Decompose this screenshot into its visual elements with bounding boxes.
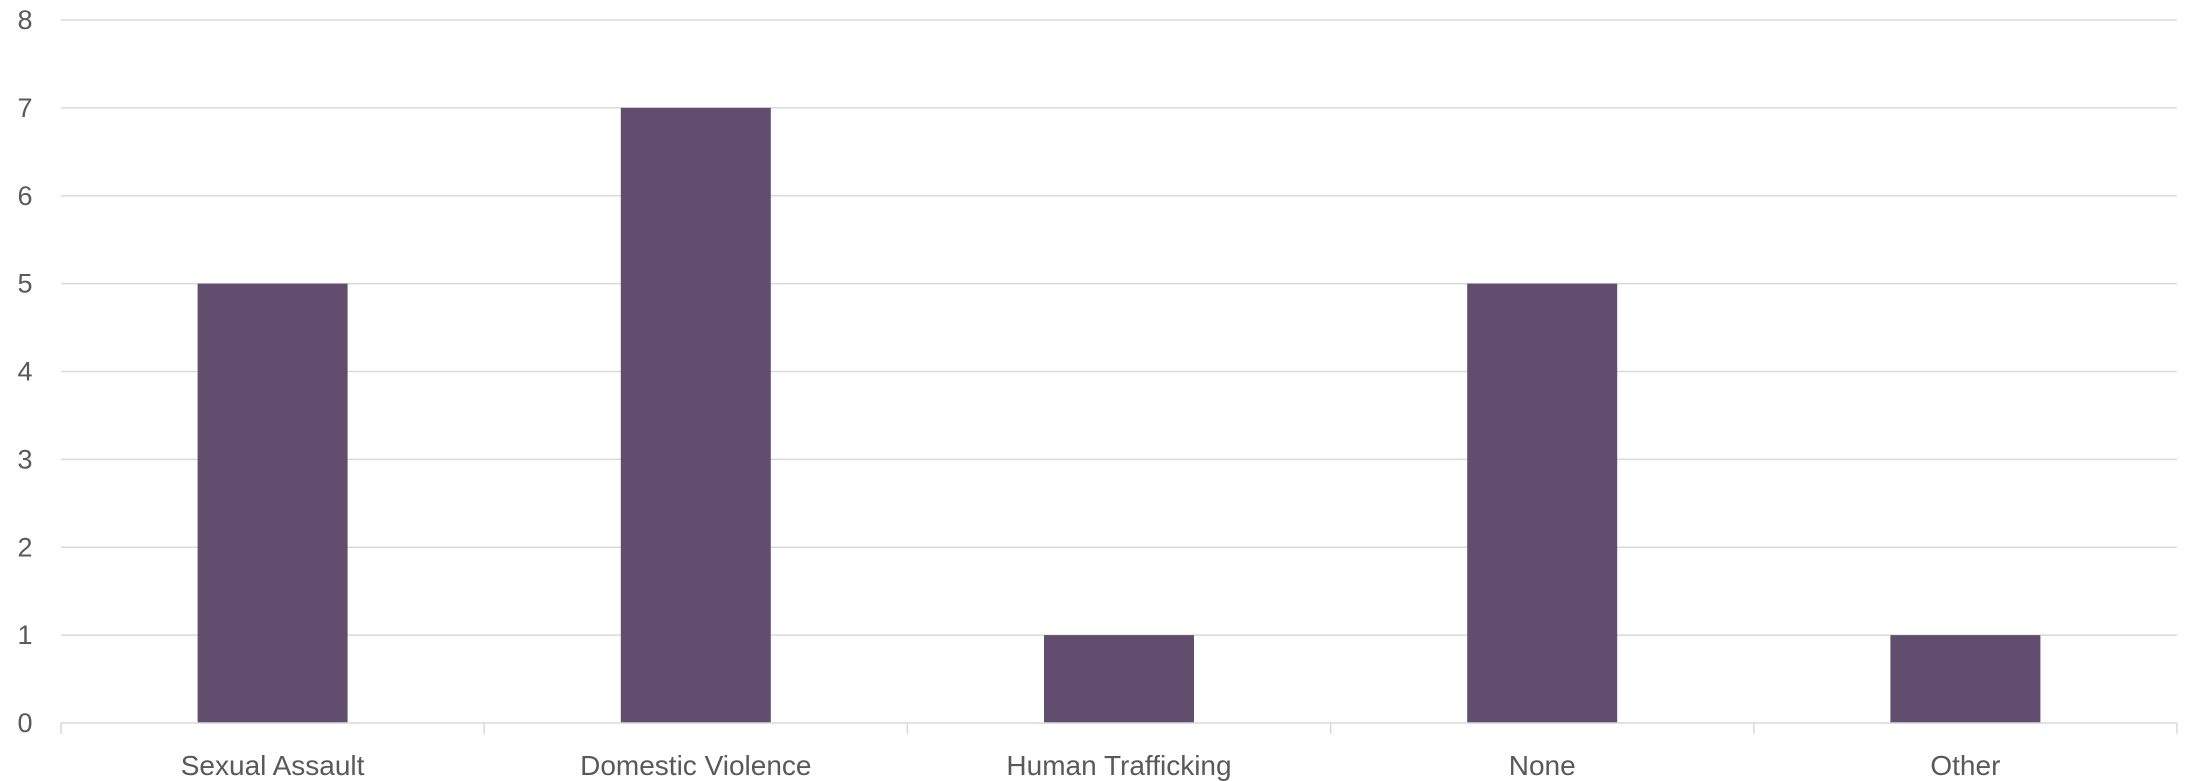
y-axis-tick-labels: 0 1 2 3 4 5 6 7 8 [17, 5, 32, 738]
x-axis [60, 722, 2178, 734]
y-tick-label: 4 [17, 357, 32, 387]
y-tick-label: 3 [17, 444, 32, 474]
bar-other [1890, 635, 2041, 723]
bar-human-trafficking [1044, 635, 1194, 723]
x-tick-label: None [1509, 750, 1576, 781]
y-tick-label: 8 [17, 5, 32, 35]
x-tick-label: Other [1930, 750, 2000, 781]
bar-none [1467, 283, 1618, 723]
bar-sexual-assault [197, 283, 348, 723]
y-tick-label: 7 [17, 93, 32, 123]
x-tick-label: Human Trafficking [1006, 750, 1231, 781]
x-tick-label: Sexual Assault [181, 750, 365, 781]
x-axis-tick-labels: Sexual Assault Domestic Violence Human Tra… [181, 750, 2001, 781]
bar-domestic-violence [620, 107, 771, 723]
y-tick-label: 5 [17, 269, 32, 299]
y-tick-label: 6 [17, 181, 32, 211]
y-tick-label: 2 [17, 532, 32, 562]
y-tick-label: 1 [17, 620, 32, 650]
x-tick-label: Domestic Violence [580, 750, 811, 781]
gridlines [61, 19, 2177, 636]
y-tick-label: 0 [17, 708, 32, 738]
bars [197, 107, 2041, 723]
